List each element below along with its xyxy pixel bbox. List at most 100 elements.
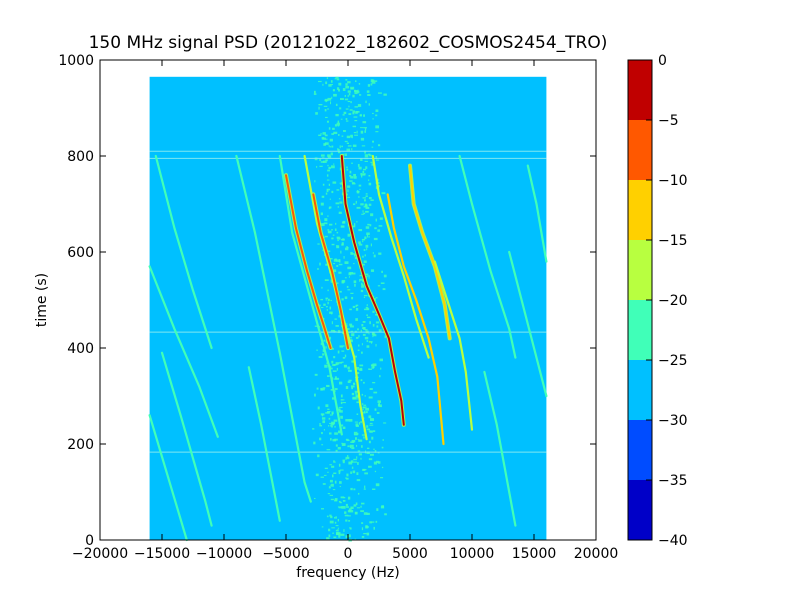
noise-speckle — [339, 481, 342, 484]
noise-speckle — [355, 424, 359, 427]
noise-speckle — [345, 535, 349, 538]
noise-speckle — [347, 81, 351, 84]
noise-speckle — [360, 379, 363, 382]
noise-speckle — [350, 506, 354, 510]
noise-speckle — [345, 79, 348, 81]
noise-speckle — [379, 404, 382, 407]
noise-speckle — [346, 439, 350, 442]
signal-trace — [508, 250, 548, 398]
noise-speckle — [363, 512, 368, 515]
noise-speckle — [355, 423, 359, 427]
noise-speckle — [351, 439, 356, 443]
noise-speckle — [331, 96, 333, 99]
noise-speckle — [327, 97, 332, 101]
noise-speckle — [359, 94, 362, 96]
noise-speckle — [365, 244, 369, 248]
noise-speckle — [366, 314, 368, 316]
noise-speckle — [324, 138, 328, 140]
noise-speckle — [368, 368, 372, 370]
noise-speckle — [329, 494, 333, 496]
noise-speckle — [360, 505, 362, 508]
noise-speckle — [374, 408, 377, 411]
noise-speckle — [324, 279, 329, 281]
noise-speckle — [381, 505, 385, 508]
noise-speckle — [334, 258, 337, 260]
noise-speckle — [333, 269, 337, 272]
noise-speckle — [328, 127, 331, 130]
noise-speckle — [318, 106, 320, 110]
noise-speckle — [347, 196, 351, 198]
noise-speckle — [375, 483, 380, 487]
noise-speckle — [355, 337, 359, 339]
noise-speckle — [344, 140, 348, 143]
noise-speckle — [361, 145, 366, 147]
noise-speckle — [319, 262, 321, 266]
noise-speckle — [345, 419, 350, 422]
noise-speckle — [377, 285, 381, 287]
noise-speckle — [325, 116, 328, 119]
colorbar-tick-label: −40 — [658, 533, 688, 549]
noise-speckle — [336, 87, 340, 90]
noise-speckle — [372, 112, 374, 115]
noise-speckle — [378, 252, 382, 255]
noise-speckle — [363, 127, 367, 129]
noise-speckle — [356, 397, 358, 400]
noise-speckle — [331, 145, 334, 148]
noise-speckle — [327, 375, 330, 377]
noise-speckle — [347, 496, 351, 500]
noise-speckle — [362, 121, 367, 124]
noise-speckle — [367, 94, 371, 97]
noise-speckle — [346, 246, 349, 249]
x-tick-label: 0 — [344, 546, 353, 562]
noise-speckle — [363, 206, 366, 208]
noise-speckle — [377, 452, 380, 454]
noise-speckle — [342, 461, 345, 464]
noise-speckle — [323, 317, 325, 320]
noise-speckle — [326, 188, 331, 191]
noise-speckle — [346, 166, 348, 168]
noise-speckle — [355, 200, 357, 204]
noise-speckle — [322, 183, 325, 186]
noise-speckle — [329, 514, 332, 517]
noise-speckle — [365, 166, 368, 169]
noise-speckle — [318, 134, 322, 137]
noise-speckle — [323, 222, 328, 225]
noise-speckle — [353, 355, 357, 358]
noise-speckle — [336, 122, 340, 126]
noise-speckle — [335, 202, 340, 205]
noise-speckle — [329, 223, 333, 226]
noise-speckle — [330, 101, 332, 105]
noise-speckle — [328, 145, 330, 147]
noise-speckle — [361, 282, 363, 286]
noise-speckle — [380, 282, 385, 284]
noise-speckle — [369, 321, 371, 325]
noise-speckle — [333, 536, 337, 539]
noise-speckle — [357, 438, 359, 440]
noise-speckle — [323, 474, 327, 476]
signal-trace — [386, 193, 445, 446]
noise-speckle — [365, 195, 368, 197]
noise-speckle — [324, 98, 328, 102]
noise-speckle — [336, 231, 339, 234]
noise-speckle — [348, 105, 350, 108]
noise-speckle — [379, 358, 384, 362]
noise-speckle — [356, 206, 361, 209]
noise-speckle — [331, 425, 333, 428]
noise-speckle — [329, 410, 331, 412]
noise-speckle — [320, 202, 324, 206]
colorbar-tick-label: −15 — [658, 233, 688, 249]
noise-speckle — [355, 304, 359, 307]
noise-speckle — [350, 101, 352, 104]
noise-speckle — [326, 309, 328, 311]
noise-speckle — [344, 511, 347, 514]
noise-speckle — [346, 477, 349, 480]
noise-speckle — [344, 153, 347, 157]
noise-speckle — [333, 93, 337, 97]
noise-speckle — [355, 110, 360, 113]
noise-speckle — [376, 325, 379, 328]
noise-speckle — [347, 189, 349, 193]
noise-speckle — [339, 259, 341, 263]
noise-speckle — [352, 110, 355, 113]
noise-speckle — [351, 387, 353, 390]
noise-speckle — [364, 485, 366, 489]
